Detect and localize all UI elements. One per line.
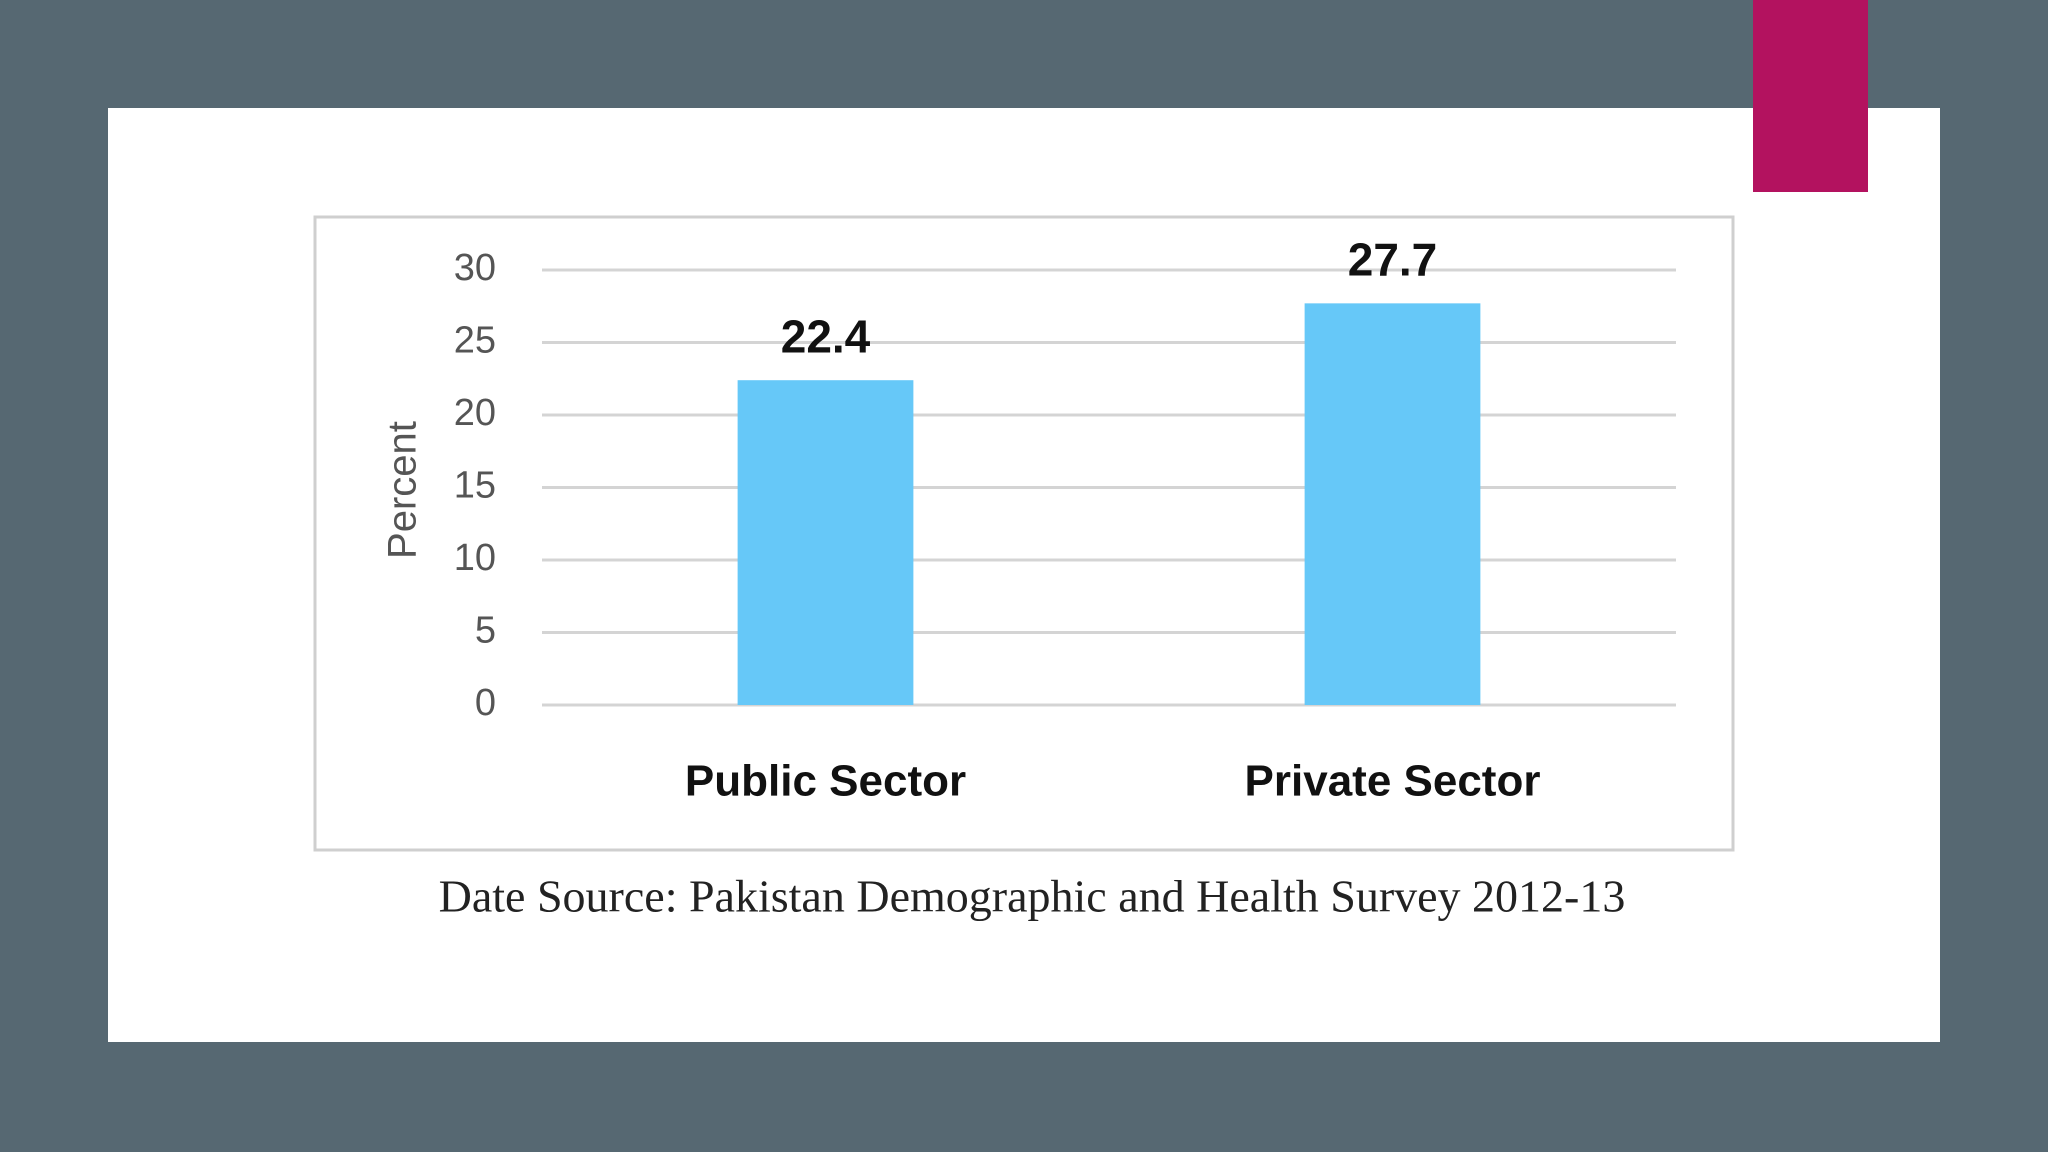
y-tick-label: 5 xyxy=(475,610,496,652)
y-tick-label: 0 xyxy=(475,682,496,724)
chart-frame xyxy=(313,215,1735,852)
data-label: 22.4 xyxy=(781,310,871,362)
data-label: 27.7 xyxy=(1348,234,1438,286)
y-tick-label: 10 xyxy=(454,537,496,579)
y-axis-title: Percent xyxy=(381,421,425,559)
bar xyxy=(737,380,914,705)
y-tick-label: 30 xyxy=(454,247,496,289)
y-tick-label: 25 xyxy=(454,320,496,362)
accent-block xyxy=(1753,0,1868,192)
y-tick-label: 15 xyxy=(454,465,496,507)
caption: Date Source: Pakistan Demographic and He… xyxy=(439,871,1626,922)
x-tick-label: Private Sector xyxy=(1245,757,1541,806)
y-tick-label: 20 xyxy=(454,392,496,434)
x-tick-label: Public Sector xyxy=(685,757,966,806)
bar xyxy=(1304,303,1481,705)
